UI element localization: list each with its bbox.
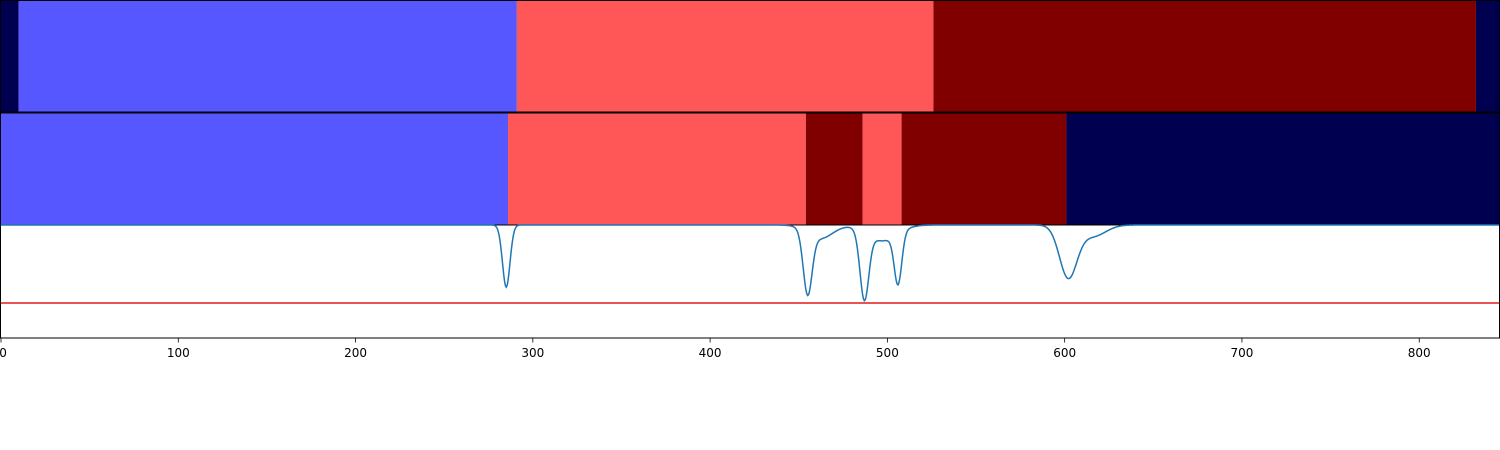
track-1-segment-4 — [1475, 1, 1499, 112]
track-1-segment-0 — [1, 1, 19, 112]
x-tick-label-400: 400 — [699, 346, 722, 360]
track-2-segment-4 — [901, 113, 1067, 225]
track-2-segment-3 — [862, 113, 902, 225]
track-2-segment-0 — [1, 113, 509, 225]
track-2-panel — [1, 113, 1499, 225]
x-tick-label-600: 600 — [1053, 346, 1076, 360]
track-1-segment-3 — [933, 1, 1476, 112]
signal-line — [1, 224, 1499, 302]
track-2-segment-2 — [805, 113, 863, 225]
signal-frame — [0, 224, 1500, 339]
x-axis: 0 100 200 300 400 500 600 700 800 — [0, 338, 1431, 360]
track-1-panel — [1, 1, 1499, 112]
x-tick-label-200: 200 — [344, 346, 367, 360]
x-tick-label-500: 500 — [876, 346, 899, 360]
track-2-segment-1 — [508, 113, 806, 225]
track-1-segment-1 — [18, 1, 517, 112]
track-2-segment-5 — [1066, 113, 1499, 225]
x-tick-label-0: 0 — [0, 346, 7, 360]
track-1-segment-2 — [516, 1, 934, 112]
x-tick-label-800: 800 — [1408, 346, 1431, 360]
x-tick-label-100: 100 — [167, 346, 190, 360]
x-tick-label-700: 700 — [1230, 346, 1253, 360]
signal-panel — [0, 224, 1500, 339]
x-tick-label-300: 300 — [521, 346, 544, 360]
